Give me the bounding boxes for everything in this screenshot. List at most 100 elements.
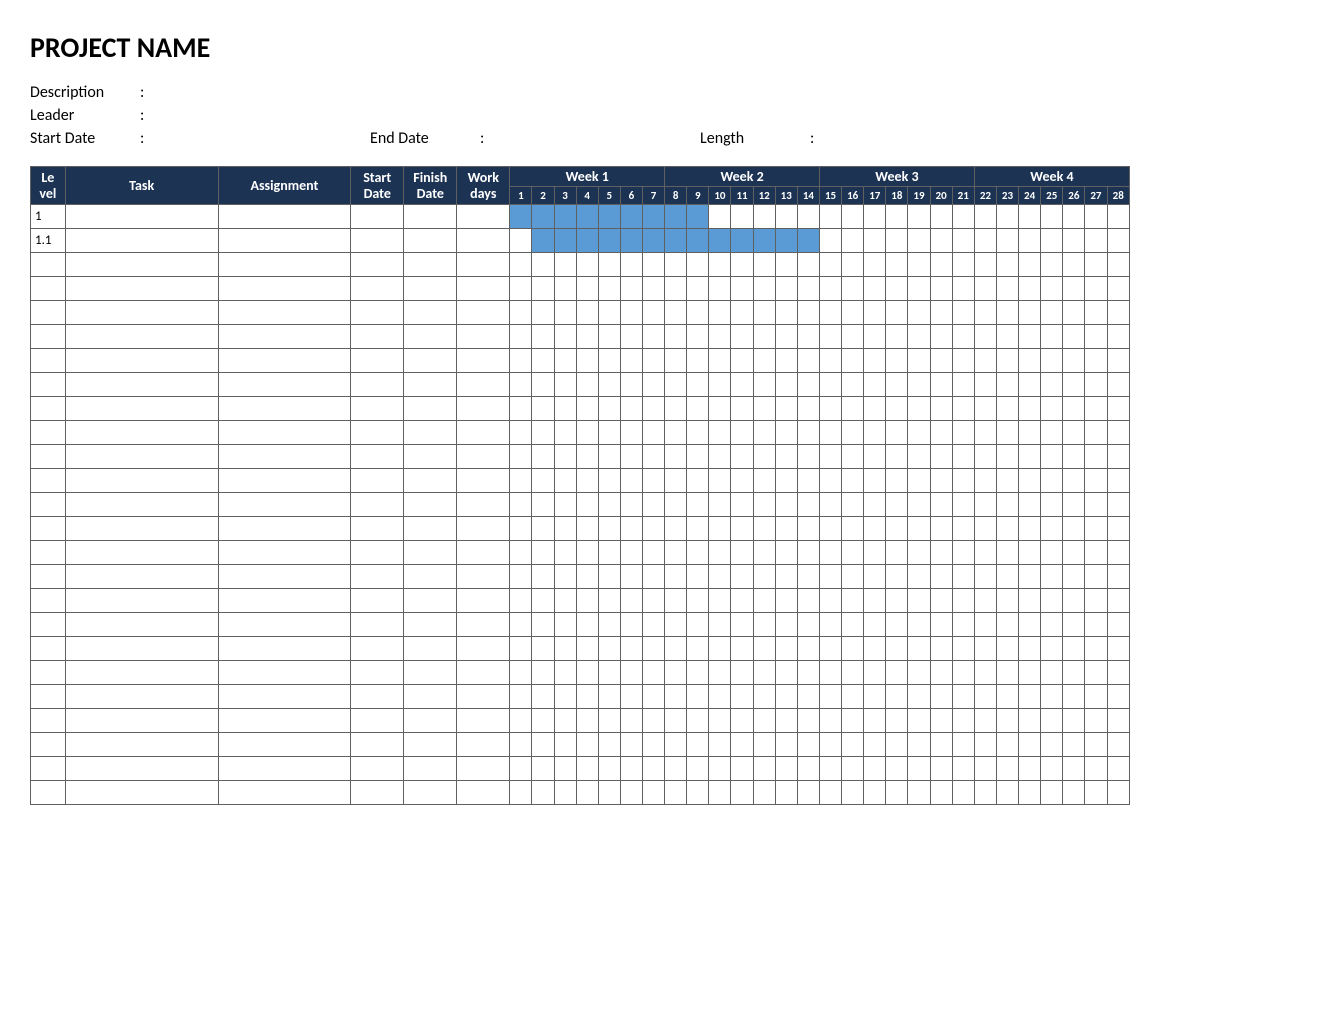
gantt-cell[interactable] xyxy=(576,373,598,397)
cell-assignment[interactable] xyxy=(218,205,351,229)
gantt-cell[interactable] xyxy=(930,397,952,421)
gantt-cell[interactable] xyxy=(820,709,842,733)
gantt-cell[interactable] xyxy=(908,781,930,805)
gantt-cell[interactable] xyxy=(532,685,554,709)
gantt-cell[interactable] xyxy=(952,781,974,805)
gantt-cell[interactable] xyxy=(864,733,886,757)
gantt-cell[interactable] xyxy=(709,325,731,349)
gantt-cell[interactable] xyxy=(1019,757,1041,781)
gantt-cell[interactable] xyxy=(864,397,886,421)
gantt-cell[interactable] xyxy=(532,469,554,493)
gantt-cell[interactable] xyxy=(996,301,1018,325)
gantt-cell[interactable] xyxy=(620,373,642,397)
cell-assignment[interactable] xyxy=(218,277,351,301)
gantt-cell[interactable] xyxy=(1107,661,1130,685)
gantt-cell[interactable] xyxy=(576,781,598,805)
gantt-cell[interactable] xyxy=(908,277,930,301)
gantt-cell[interactable] xyxy=(642,397,664,421)
gantt-cell[interactable] xyxy=(775,565,797,589)
gantt-cell[interactable] xyxy=(864,613,886,637)
gantt-cell[interactable] xyxy=(930,517,952,541)
gantt-cell[interactable] xyxy=(598,709,620,733)
gantt-cell[interactable] xyxy=(1107,733,1130,757)
cell-finish-date[interactable] xyxy=(404,229,457,253)
gantt-cell[interactable] xyxy=(842,733,864,757)
cell-start-date[interactable] xyxy=(351,613,404,637)
gantt-cell[interactable] xyxy=(620,349,642,373)
gantt-cell[interactable] xyxy=(775,541,797,565)
gantt-cell[interactable] xyxy=(797,757,819,781)
gantt-cell[interactable] xyxy=(996,781,1018,805)
gantt-cell[interactable] xyxy=(687,637,709,661)
gantt-cell[interactable] xyxy=(554,685,576,709)
cell-level[interactable] xyxy=(31,325,66,349)
gantt-cell[interactable] xyxy=(642,685,664,709)
gantt-cell[interactable] xyxy=(797,709,819,733)
gantt-cell[interactable] xyxy=(1019,493,1041,517)
cell-task[interactable] xyxy=(65,781,218,805)
gantt-cell[interactable] xyxy=(820,469,842,493)
gantt-cell[interactable] xyxy=(974,229,996,253)
gantt-cell[interactable] xyxy=(1019,205,1041,229)
gantt-cell[interactable] xyxy=(820,733,842,757)
gantt-cell[interactable] xyxy=(996,613,1018,637)
cell-task[interactable] xyxy=(65,301,218,325)
cell-finish-date[interactable] xyxy=(404,541,457,565)
gantt-cell[interactable] xyxy=(1063,421,1085,445)
gantt-cell[interactable] xyxy=(1085,541,1107,565)
gantt-cell[interactable] xyxy=(709,445,731,469)
gantt-cell[interactable] xyxy=(554,277,576,301)
gantt-cell[interactable] xyxy=(842,205,864,229)
gantt-cell[interactable] xyxy=(510,349,532,373)
gantt-cell[interactable] xyxy=(687,493,709,517)
gantt-cell[interactable] xyxy=(820,541,842,565)
gantt-cell[interactable] xyxy=(576,661,598,685)
gantt-cell[interactable] xyxy=(842,301,864,325)
gantt-cell[interactable] xyxy=(598,661,620,685)
gantt-cell[interactable] xyxy=(1063,229,1085,253)
gantt-cell[interactable] xyxy=(665,637,687,661)
gantt-cell[interactable] xyxy=(753,301,775,325)
gantt-cell[interactable] xyxy=(864,757,886,781)
gantt-cell[interactable] xyxy=(620,301,642,325)
cell-work-days[interactable] xyxy=(457,637,510,661)
cell-finish-date[interactable] xyxy=(404,661,457,685)
gantt-cell[interactable] xyxy=(620,253,642,277)
gantt-cell[interactable] xyxy=(1107,493,1130,517)
gantt-cell[interactable] xyxy=(642,757,664,781)
cell-start-date[interactable] xyxy=(351,781,404,805)
gantt-cell[interactable] xyxy=(576,349,598,373)
gantt-cell[interactable] xyxy=(510,613,532,637)
gantt-cell[interactable] xyxy=(554,421,576,445)
gantt-cell[interactable] xyxy=(753,685,775,709)
gantt-cell[interactable] xyxy=(576,397,598,421)
gantt-cell[interactable] xyxy=(554,469,576,493)
gantt-cell[interactable] xyxy=(820,685,842,709)
cell-work-days[interactable] xyxy=(457,277,510,301)
gantt-cell[interactable] xyxy=(731,565,753,589)
gantt-cell[interactable] xyxy=(996,589,1018,613)
gantt-cell[interactable] xyxy=(687,277,709,301)
gantt-cell[interactable] xyxy=(820,757,842,781)
gantt-cell[interactable] xyxy=(842,277,864,301)
gantt-cell[interactable] xyxy=(886,757,908,781)
gantt-cell[interactable] xyxy=(532,565,554,589)
gantt-cell[interactable] xyxy=(864,421,886,445)
gantt-cell[interactable] xyxy=(952,589,974,613)
gantt-cell[interactable] xyxy=(930,205,952,229)
cell-assignment[interactable] xyxy=(218,421,351,445)
cell-work-days[interactable] xyxy=(457,253,510,277)
gantt-cell[interactable] xyxy=(952,565,974,589)
gantt-cell[interactable] xyxy=(952,541,974,565)
gantt-cell[interactable] xyxy=(820,373,842,397)
gantt-cell[interactable] xyxy=(642,733,664,757)
gantt-cell[interactable] xyxy=(665,589,687,613)
gantt-cell[interactable] xyxy=(532,589,554,613)
gantt-cell[interactable] xyxy=(1063,541,1085,565)
gantt-cell[interactable] xyxy=(665,277,687,301)
gantt-cell[interactable] xyxy=(709,277,731,301)
gantt-cell[interactable] xyxy=(1085,253,1107,277)
gantt-cell[interactable] xyxy=(687,421,709,445)
cell-work-days[interactable] xyxy=(457,661,510,685)
gantt-cell[interactable] xyxy=(1019,469,1041,493)
